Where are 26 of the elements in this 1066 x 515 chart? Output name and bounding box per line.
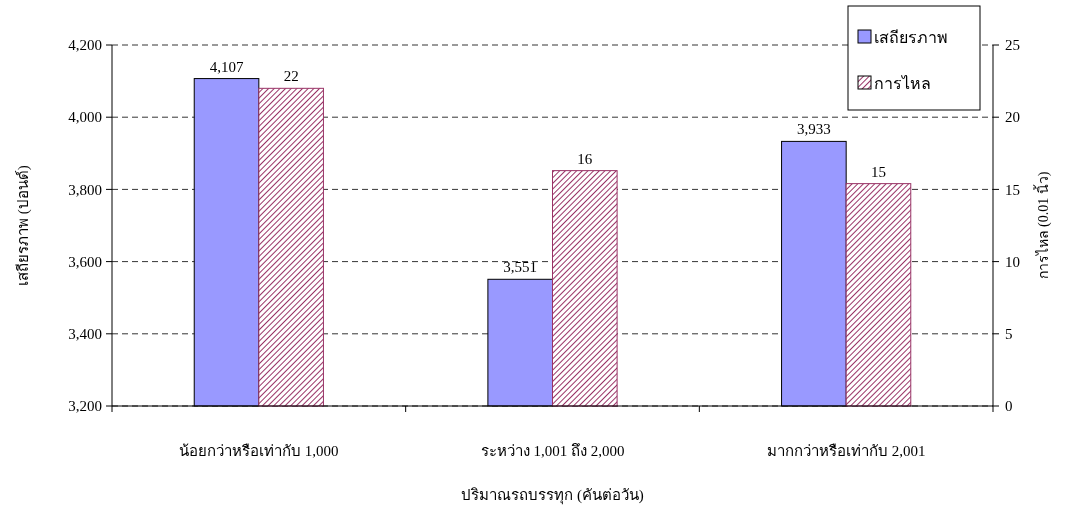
y2-tick-label: 15 xyxy=(1005,181,1020,198)
data-label: 22 xyxy=(283,68,299,85)
data-label: 16 xyxy=(577,150,593,167)
y2-axis-title: การไหล (0.01 นิ้ว) xyxy=(1033,171,1052,280)
x-tick-label: น้อยกว่าหรือเท่ากับ 1,000 xyxy=(179,443,339,459)
y-tick-label: 4,000 xyxy=(68,109,102,126)
y2-tick-label: 5 xyxy=(1005,326,1013,343)
data-label: 3,551 xyxy=(503,259,538,276)
legend-label: การไหล xyxy=(874,73,931,92)
data-label: 15 xyxy=(870,163,886,180)
y-tick-label: 3,400 xyxy=(68,326,102,343)
x-axis-title: ปริมาณรถบรรทุก (คันต่อวัน) xyxy=(461,487,644,505)
y2-tick-label: 20 xyxy=(1005,109,1020,126)
y-tick-label: 3,600 xyxy=(68,253,102,270)
x-tick-label: ระหว่าง 1,001 ถึง 2,000 xyxy=(480,443,625,459)
y2-tick-label: 25 xyxy=(1005,37,1020,54)
data-label: 4,107 xyxy=(209,58,244,75)
y-tick-label: 3,200 xyxy=(68,398,102,415)
y-axis-title: เสถียรภาพ (ปอนด์) xyxy=(15,165,32,286)
data-label: 3,933 xyxy=(796,121,831,138)
y2-tick-label: 10 xyxy=(1005,253,1020,270)
legend-label: เสถียรภาพ xyxy=(874,28,948,46)
y2-tick-label: 0 xyxy=(1005,398,1013,415)
y-tick-label: 4,200 xyxy=(68,37,102,54)
x-tick-label: มากกว่าหรือเท่ากับ 2,001 xyxy=(766,443,926,459)
y-tick-label: 3,800 xyxy=(68,181,102,198)
